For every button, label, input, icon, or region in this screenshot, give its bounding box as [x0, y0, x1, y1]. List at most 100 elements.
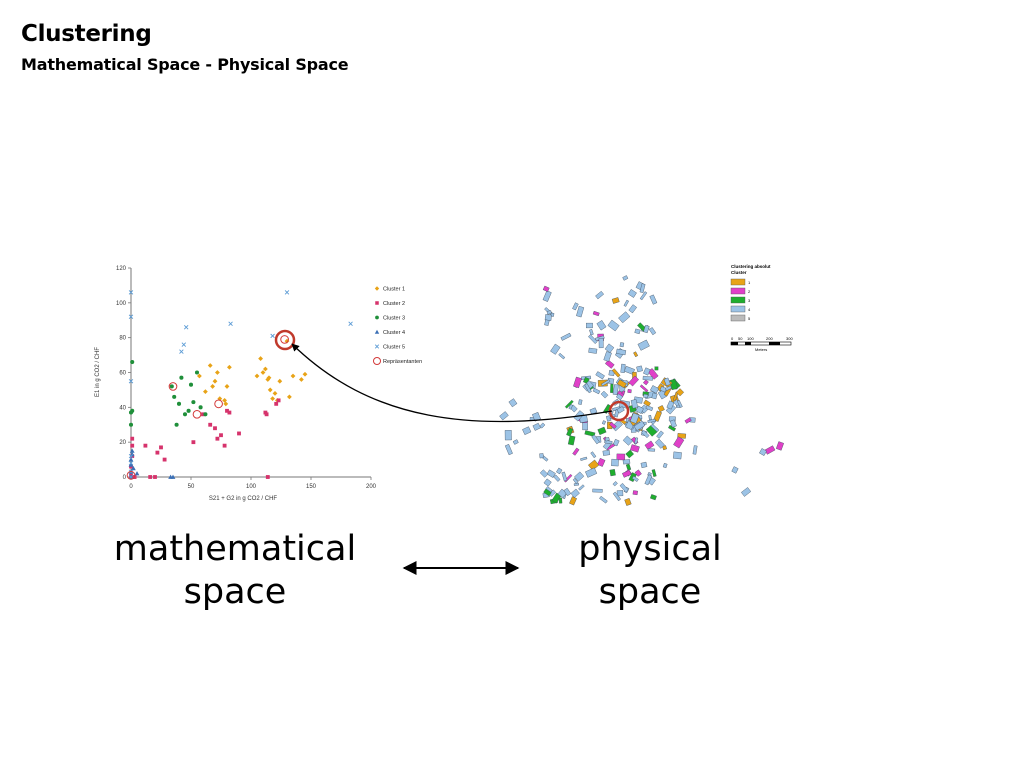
building-footprint: [600, 390, 609, 399]
building-footprint: [592, 310, 600, 317]
building-footprint: [759, 448, 767, 456]
building-footprint: [558, 497, 563, 504]
highlight-ring-chart: [274, 329, 296, 351]
building-footprint: [627, 389, 632, 394]
data-point: [176, 401, 182, 406]
data-point: [215, 436, 220, 441]
building-footprint: [599, 495, 608, 504]
building-footprint: [620, 363, 626, 373]
building-footprint: [560, 332, 572, 341]
building-footprint: [615, 393, 624, 401]
scale-label-100: 100: [747, 336, 754, 341]
data-point: [207, 363, 213, 368]
building-footprint: [648, 414, 652, 421]
data-point: [128, 474, 134, 480]
data-point: [170, 474, 176, 479]
data-point: [263, 366, 268, 372]
map-legend: Clustering absolut Cluster 1 2 3 4 5 0 5…: [730, 264, 793, 352]
data-point: [210, 384, 215, 389]
y-tick-label: 80: [119, 336, 126, 342]
legend-marker: [372, 356, 382, 366]
legend-label: Cluster 5: [383, 345, 405, 351]
building-footprint: [636, 365, 643, 373]
building-footprint: [643, 367, 651, 376]
data-point: [212, 378, 218, 384]
building-footprint: [673, 436, 685, 449]
building-footprint: [595, 371, 605, 380]
building-footprint: [603, 351, 612, 362]
data-point: [222, 443, 227, 448]
building-footprint: [692, 445, 698, 455]
building-footprint: [572, 477, 579, 484]
legend-label: Repräsentanten: [383, 359, 422, 365]
data-point: [280, 335, 289, 344]
building-footprint: [677, 433, 687, 439]
building-footprint: [585, 467, 598, 478]
building-footprint: [665, 385, 672, 391]
data-point: [201, 412, 205, 417]
data-point: [162, 457, 167, 462]
building-footprint: [649, 294, 658, 305]
building-footprint: [546, 469, 556, 478]
building-footprint: [569, 496, 577, 506]
building-footprint: [543, 488, 552, 497]
legend-marker: [374, 286, 380, 291]
building-footprint: [654, 366, 659, 371]
x-tick-label: 0: [129, 484, 133, 490]
building-footprint: [589, 329, 594, 336]
building-footprint: [630, 444, 640, 453]
building-footprint: [512, 439, 519, 445]
building-footprint: [627, 289, 637, 298]
building-footprint: [628, 304, 637, 314]
building-footprint: [623, 299, 630, 307]
building-footprint: [672, 451, 682, 460]
building-footprint: [609, 421, 617, 429]
building-footprint: [543, 478, 552, 487]
building-footprint: [504, 430, 512, 441]
building-footprint: [619, 483, 629, 493]
data-point: [131, 465, 136, 471]
building-footprint: [522, 426, 532, 435]
building-footprint: [648, 327, 657, 336]
building-footprint: [612, 384, 619, 396]
building-footprint: [639, 384, 649, 393]
building-footprint: [595, 290, 604, 300]
building-footprint: [563, 487, 572, 497]
map-legend-swatch-4: [730, 305, 746, 313]
building-footprint: [567, 435, 576, 446]
building-footprint: [629, 412, 640, 424]
chart-legend: Cluster 1 Cluster 2 Cluster 3 Cluster 4 Clus…: [372, 286, 422, 366]
data-point: [128, 314, 134, 320]
building-footprint: [573, 376, 582, 389]
data-point: [203, 412, 208, 417]
data-point: [191, 400, 196, 405]
series-2: [129, 398, 281, 479]
building-footprint: [601, 420, 606, 425]
building-footprint: [622, 435, 633, 446]
building-footprint: [764, 445, 776, 455]
building-footprint: [572, 447, 580, 456]
building-footprint: [625, 463, 632, 471]
building-footprint: [634, 469, 642, 477]
data-point: [214, 399, 223, 409]
data-point: [265, 377, 271, 382]
data-point: [208, 422, 213, 427]
building-footprint: [666, 400, 675, 410]
data-point: [153, 475, 157, 479]
data-point: [179, 375, 184, 380]
building-footprint: [550, 343, 561, 355]
data-point: [228, 321, 233, 326]
series-5: [128, 290, 353, 480]
y-tick-label: 20: [119, 440, 126, 446]
building-footprint: [634, 328, 641, 335]
data-point: [128, 457, 134, 462]
building-footprint: [591, 434, 600, 445]
building-footprint: [616, 406, 625, 414]
data-point: [213, 426, 217, 431]
data-point: [128, 378, 134, 384]
data-point: [287, 394, 292, 400]
building-footprint: [640, 461, 648, 469]
building-footprint: [582, 422, 588, 431]
connector-arrow: [291, 343, 613, 423]
building-footprint: [612, 438, 620, 447]
